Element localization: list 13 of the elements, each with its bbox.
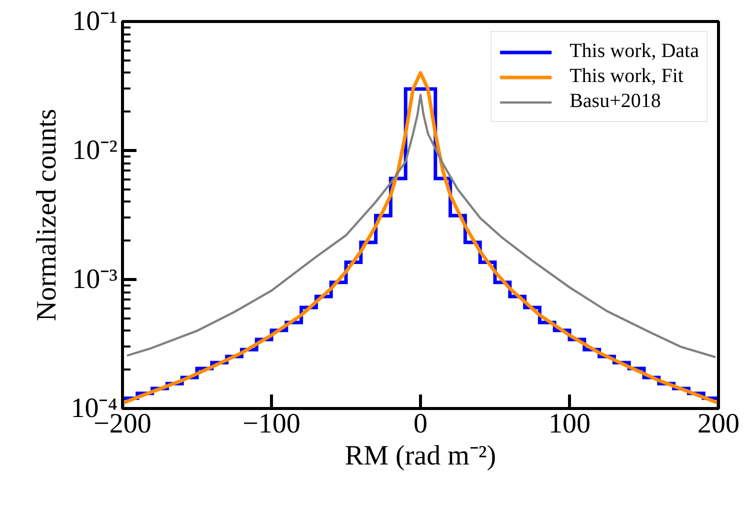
x-tick-label: 200	[698, 408, 740, 440]
legend-label: This work, Data	[570, 40, 699, 63]
line-series	[126, 94, 717, 358]
x-tick-label: 0	[414, 408, 428, 440]
legend-label: Basu+2018	[570, 90, 661, 113]
x-axis-title: RM (rad m⁻²)	[344, 440, 496, 472]
x-tick-label: 100	[548, 408, 590, 440]
y-tick-label: 10⁻¹	[72, 6, 118, 37]
y-axis-title: Normalized counts	[32, 108, 63, 322]
legend-label: This work, Fit	[570, 65, 684, 88]
y-tick-label: 10⁻³	[72, 264, 118, 295]
x-tick-label: −100	[242, 408, 300, 440]
y-tick-label: 10⁻²	[72, 135, 118, 166]
